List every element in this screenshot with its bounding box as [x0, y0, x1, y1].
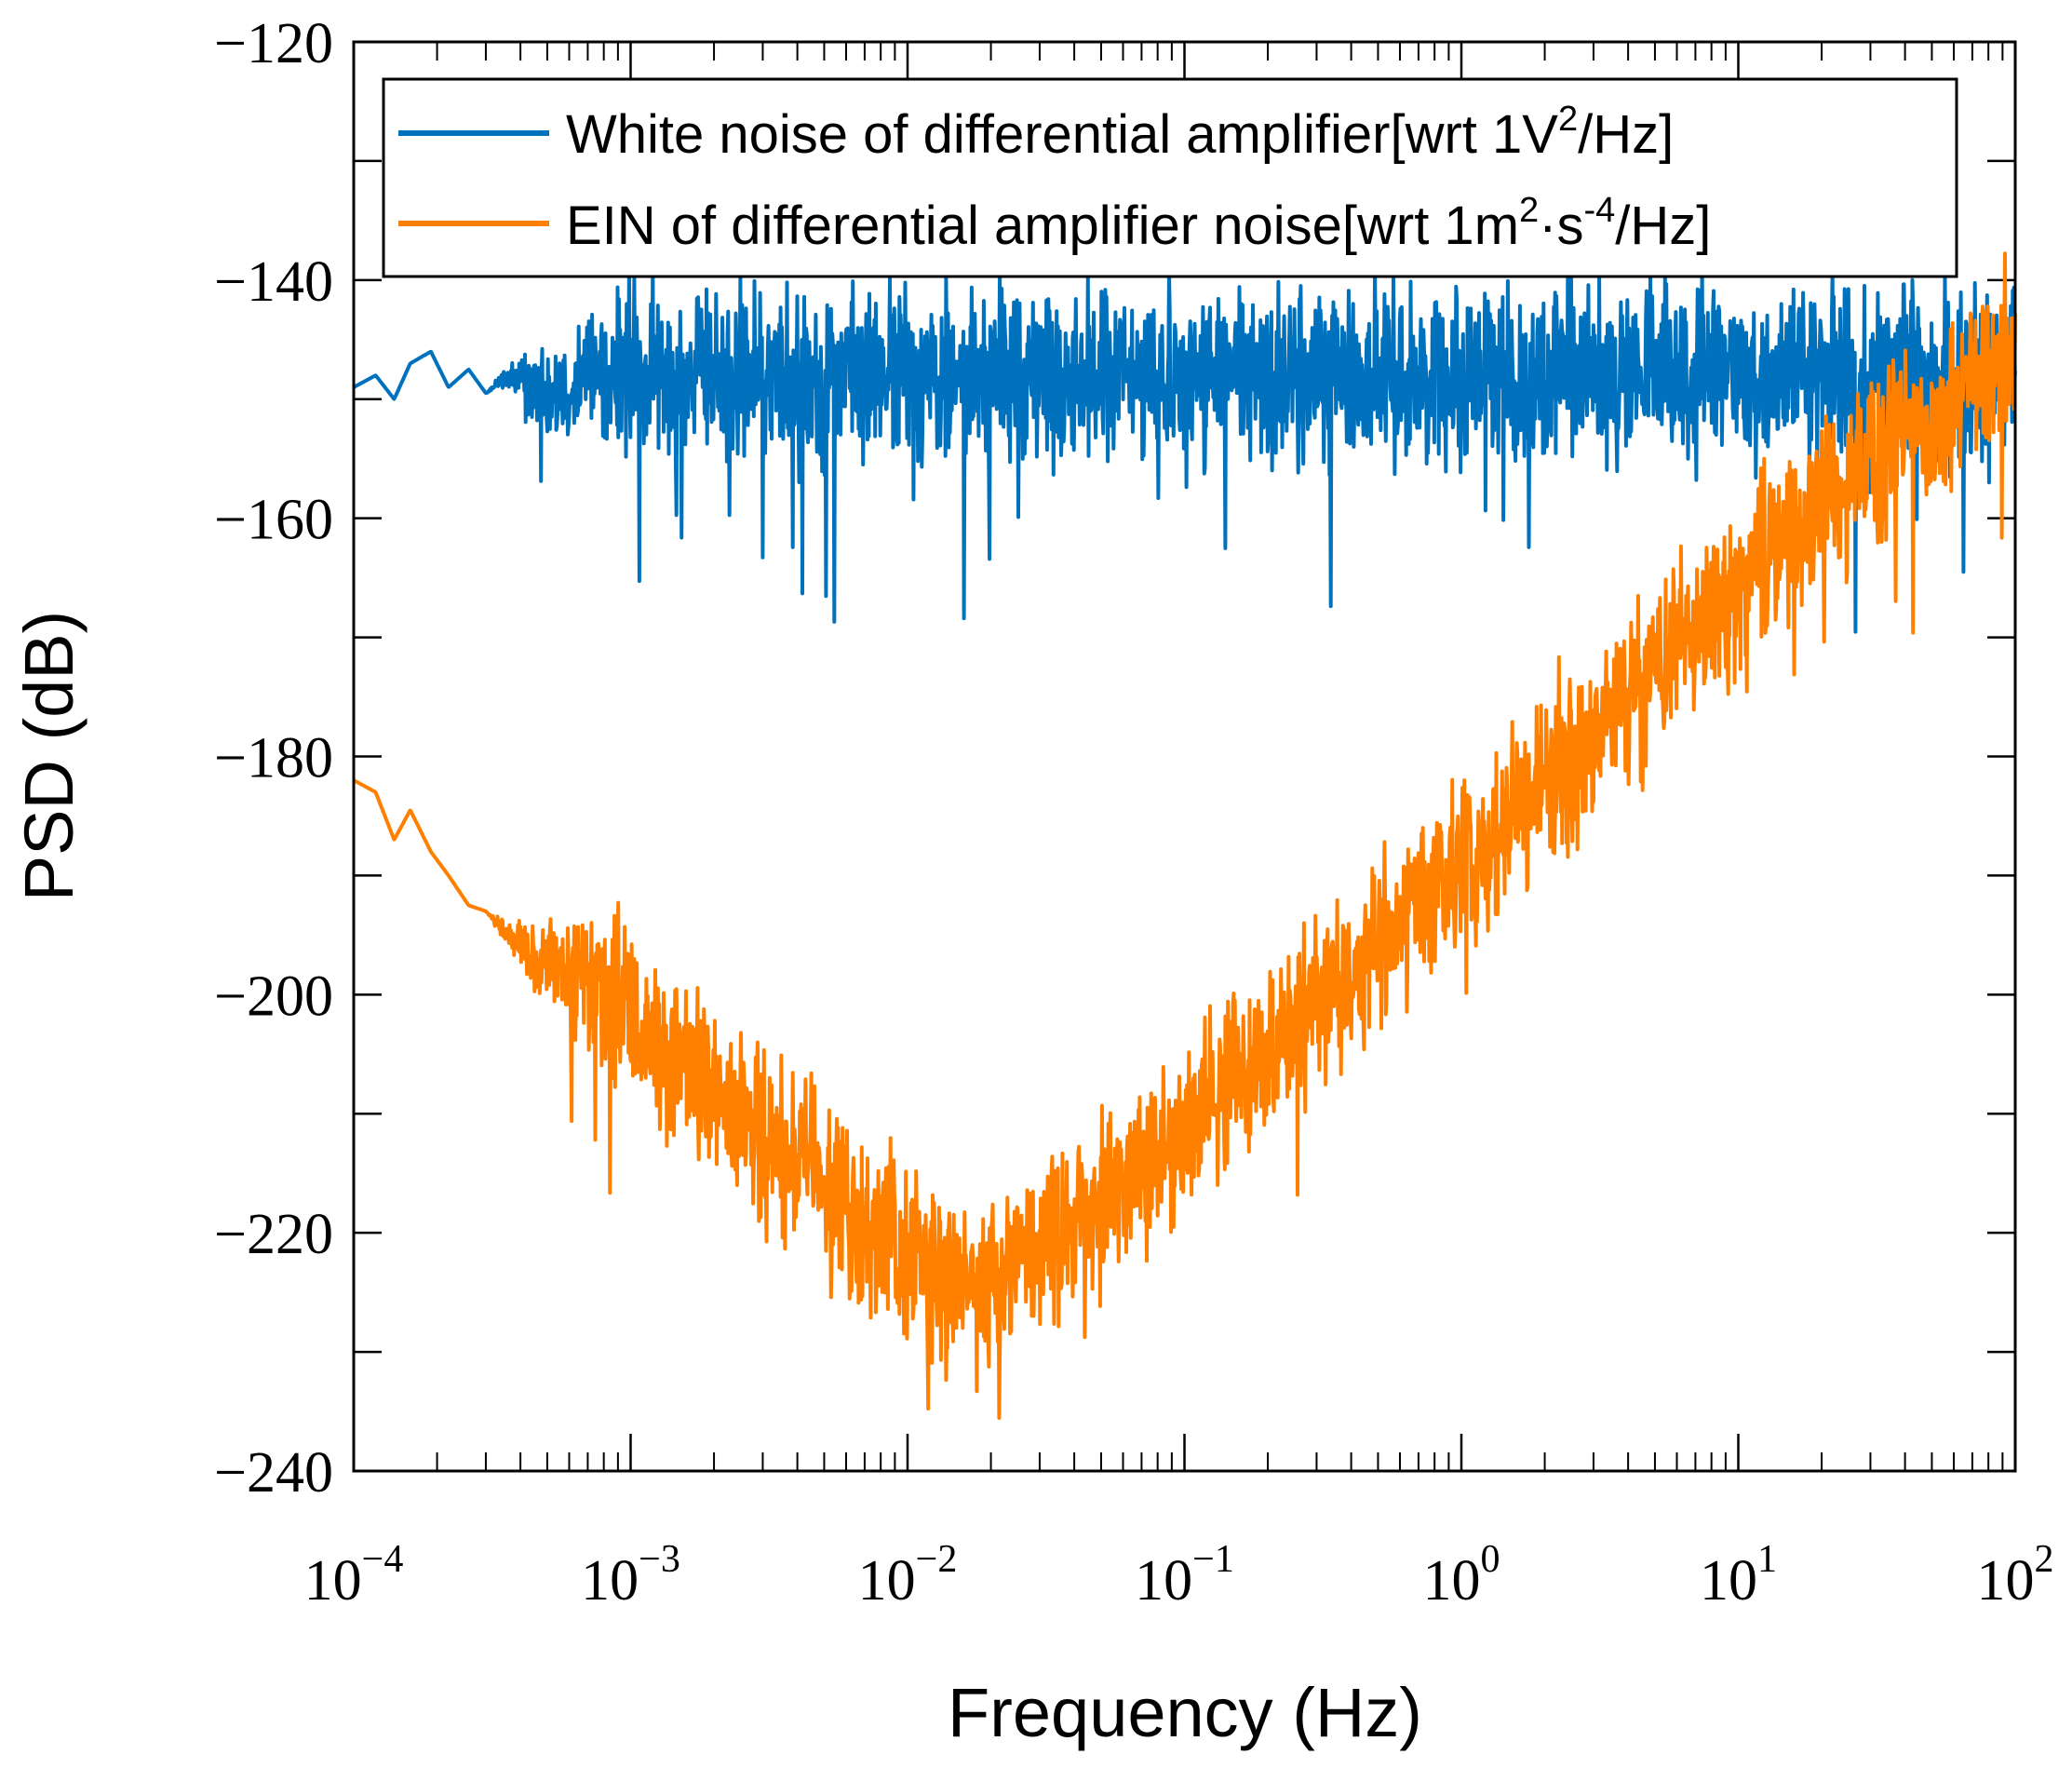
legend-label-ein: EIN of differential amplifier noise[wrt …: [566, 191, 1711, 256]
x-tick-label: 102: [1977, 1538, 2054, 1613]
x-tick-label: 10−2: [858, 1538, 958, 1613]
series-layer: [352, 251, 2017, 1420]
legend: White noise of differential amplifier[wr…: [382, 77, 1958, 278]
y-tick-label: −140: [214, 250, 333, 314]
x-axis-title: Frequency (Hz): [948, 1674, 1422, 1751]
x-tick-label: 100: [1423, 1538, 1500, 1613]
legend-box: [382, 77, 1958, 278]
plot-frame: [352, 40, 2017, 1473]
y-tick-label: −120: [214, 12, 333, 75]
x-tick-labels: 10−4 10−3 10−2 10−1 100 101 102: [304, 1538, 2054, 1613]
legend-label-white: White noise of differential amplifier[wr…: [566, 100, 1674, 165]
x-tick-label: 10−4: [304, 1538, 404, 1613]
minor-ticks: [436, 42, 2004, 1471]
series-line-0: [352, 256, 2017, 634]
x-tick-label: 10−3: [581, 1538, 680, 1613]
y-tick-label: −180: [214, 727, 333, 790]
y-tick-label: −240: [214, 1441, 333, 1505]
y-tick-label: −220: [214, 1203, 333, 1266]
y-tick-label: −200: [214, 965, 333, 1028]
x-tick-label: 10−1: [1135, 1538, 1234, 1613]
series-line-1: [352, 251, 2017, 1420]
y-axis-title: PSD (dB): [10, 611, 87, 902]
y-tick-labels: −120 −140 −160 −180 −200 −220 −240: [214, 12, 333, 1505]
x-tick-label: 101: [1700, 1538, 1777, 1613]
y-tick-label: −160: [214, 489, 333, 552]
